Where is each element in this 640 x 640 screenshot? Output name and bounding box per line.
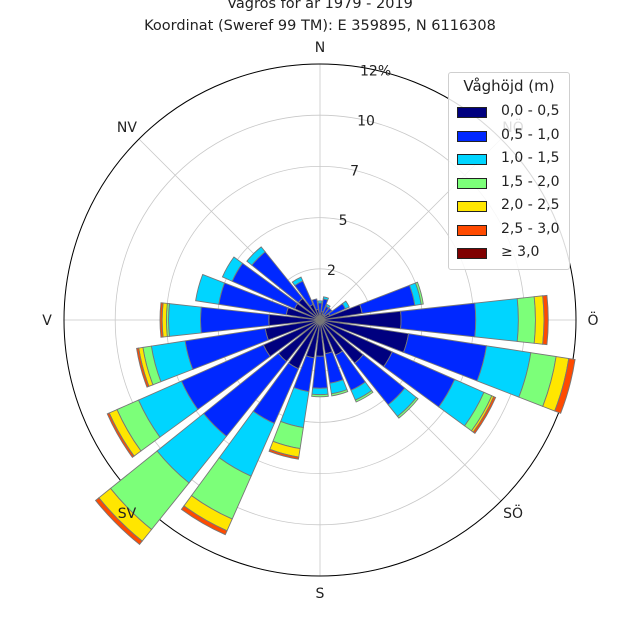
bar-165-seg-3 <box>330 389 349 397</box>
legend-swatch <box>457 224 487 236</box>
radial-tick-label-0: 2 <box>327 263 336 279</box>
direction-label-0: N <box>315 40 325 56</box>
outer-circle <box>63 63 577 577</box>
bar-270-seg-5 <box>159 302 164 338</box>
bar-60-seg-2 <box>341 300 350 310</box>
bar-90-seg-1 <box>400 302 477 338</box>
bar-90-seg-5 <box>542 294 549 346</box>
bar-135-seg-3 <box>396 396 419 419</box>
bar-180-seg-2 <box>311 387 329 396</box>
bar-285-seg-2 <box>195 273 226 305</box>
chart-subtitle: Koordinat (Sweref 99 TM): E 359895, N 61… <box>144 18 496 34</box>
bar-300-seg-2 <box>221 256 244 282</box>
legend-label: 2,0 - 2,5 <box>501 197 560 213</box>
bar-30-seg-2 <box>325 303 331 309</box>
legend-label: 0,0 - 0,5 <box>501 103 560 119</box>
direction-label-6: Ö <box>587 311 598 329</box>
legend-label: 1,0 - 1,5 <box>501 150 560 166</box>
legend-swatch <box>457 177 487 189</box>
radial-tick-label-4: 12% <box>360 64 391 80</box>
bar-45-seg-1 <box>323 307 333 317</box>
radial-tick-label-1: 5 <box>339 213 348 229</box>
bar-75-seg-3 <box>414 281 424 305</box>
direction-label-2: V <box>42 313 52 329</box>
bar-180-seg-1 <box>312 355 328 389</box>
direction-label-1: NV <box>117 120 137 136</box>
legend-swatch <box>457 248 487 259</box>
radial-tick-label-2: 7 <box>350 163 359 179</box>
bar-105-seg-5 <box>554 357 576 414</box>
bar-180-seg-3 <box>311 393 329 398</box>
legend-title: Våghöjd (m) <box>463 77 555 95</box>
legend-label: 2,5 - 3,0 <box>501 220 560 237</box>
legend-swatch <box>457 130 487 142</box>
legend-label: 1,5 - 2,0 <box>501 173 560 190</box>
bar-75-seg-1 <box>359 284 416 314</box>
legend-label: ≥ 3,0 <box>501 244 540 260</box>
bar-225-seg-5 <box>94 497 143 546</box>
bar-255-seg-5 <box>136 347 150 388</box>
bar-150-seg-3 <box>354 389 374 403</box>
bar-120-seg-5 <box>472 396 497 435</box>
bar-270-seg-2 <box>168 303 202 337</box>
bar-240-seg-5 <box>106 412 135 458</box>
bar-330-seg-2 <box>291 276 304 287</box>
chart-title: Vågros för år 1979 - 2019 <box>227 0 413 12</box>
bar-90-seg-4 <box>533 295 545 345</box>
legend: Våghöjd (m) 0,0 - 0,5 0,5 - 1,0 1,0 - 1,5 1… <box>448 72 570 270</box>
bar-90-seg-2 <box>474 298 519 342</box>
rose-bars <box>94 246 576 546</box>
direction-label-4: S <box>316 586 325 602</box>
legend-swatch <box>457 107 487 118</box>
bar-90-seg-3 <box>516 296 536 344</box>
bar-15-seg-2 <box>322 296 330 301</box>
legend-swatch <box>457 201 487 212</box>
bar-315-seg-2 <box>246 246 266 266</box>
bar-0-seg-2 <box>317 300 323 304</box>
bar-195-seg-5 <box>268 448 300 460</box>
direction-label-5: SÖ <box>503 504 523 522</box>
radial-tick-label-3: 10 <box>357 113 375 129</box>
bar-345-seg-1 <box>311 298 319 311</box>
bar-210-seg-5 <box>180 505 228 536</box>
direction-label-3: SV <box>118 506 137 522</box>
legend-swatch <box>457 154 487 165</box>
legend-label: 0,5 - 1,0 <box>501 126 560 143</box>
